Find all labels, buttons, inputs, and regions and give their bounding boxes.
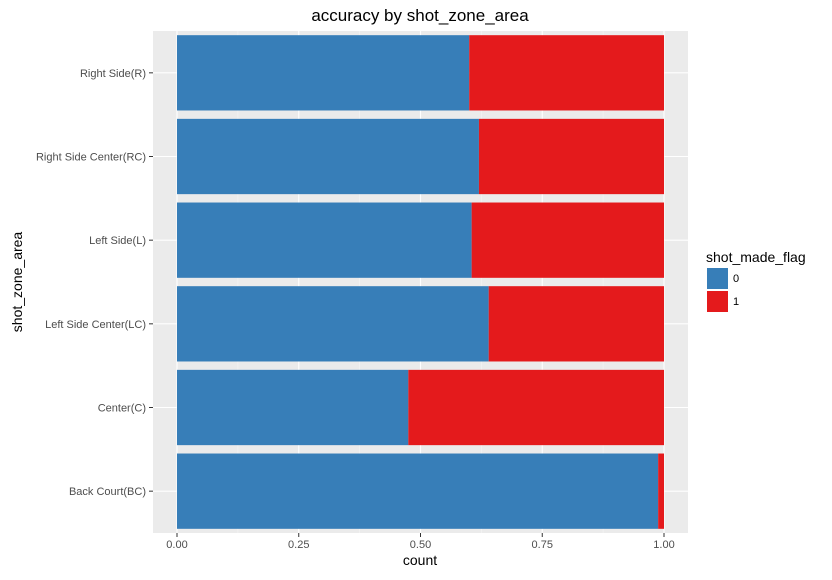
bar-segment-series-1 [469,35,664,111]
y-axis-title: shot_zone_area [9,232,25,333]
y-tick-label: Back Court(BC) [69,486,146,498]
y-axis: Right Side(R) Right Side Center(RC) Left S… [36,68,153,498]
x-tick-label: 1.00 [653,539,674,551]
x-tick-label: 0.00 [166,539,187,551]
chart-title: accuracy by shot_zone_area [311,6,529,25]
legend-swatch [707,268,728,289]
legend-label: 0 [733,273,739,285]
legend: shot_made_flag 0 1 [706,249,806,312]
x-tick-label: 0.25 [288,539,309,551]
bar-segment-series-1 [471,202,664,278]
legend-title: shot_made_flag [706,249,806,265]
bar-segment-series-1 [488,286,664,362]
x-axis-title: count [403,552,437,568]
y-tick-label: Left Side(L) [89,235,146,247]
bar-segment-series-0 [177,202,472,278]
bar-segment-series-1 [658,453,664,529]
x-axis: 0.00 0.25 0.50 0.75 1.00 [166,533,675,551]
bar-segment-series-0 [177,286,489,362]
y-tick-label: Right Side Center(RC) [36,152,146,164]
y-tick-label: Center(C) [98,403,146,415]
legend-swatch [707,291,728,312]
bar-segment-series-1 [408,369,664,446]
y-tick-label: Left Side Center(LC) [45,319,146,331]
bar-segment-series-0 [177,453,659,529]
bar-segment-series-1 [478,118,664,195]
bar-segment-series-0 [177,118,479,195]
bars [177,35,664,529]
x-tick-label: 0.50 [410,539,431,551]
bar-segment-series-0 [177,369,409,446]
y-tick-label: Right Side(R) [80,68,146,80]
x-tick-label: 0.75 [532,539,553,551]
bar-segment-series-0 [177,35,470,111]
legend-label: 1 [733,296,739,308]
